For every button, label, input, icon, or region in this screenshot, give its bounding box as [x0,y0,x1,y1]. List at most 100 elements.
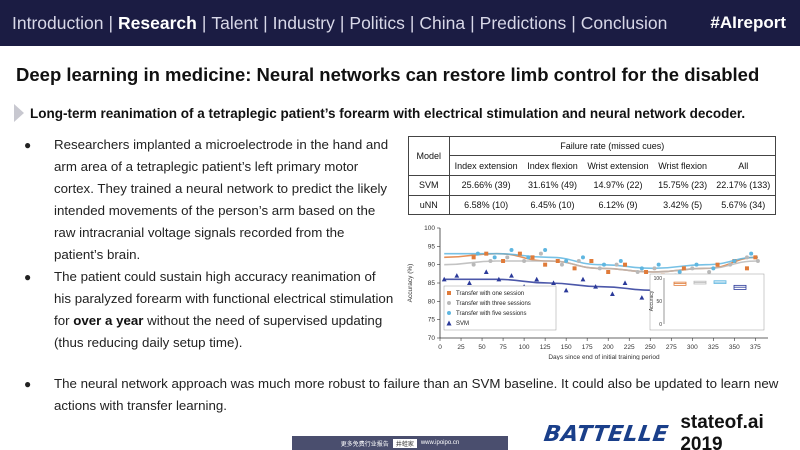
data-point [622,280,628,285]
bullet-text-post: without the need of supervised updating … [54,313,383,350]
x-tick-label: 175 [582,344,593,351]
nav-separator: | [470,12,475,33]
data-point [475,251,480,256]
data-point [580,255,585,260]
data-point [538,251,543,256]
data-point [559,262,564,267]
table-cell: 3.42% (5) [653,194,712,214]
data-point [593,284,598,289]
nav-item-china[interactable]: China [419,12,466,33]
x-tick-label: 275 [666,344,677,351]
x-tick-label: 325 [708,344,719,351]
x-tick-label: 300 [687,344,698,351]
failure-rate-table: Model Failure rate (missed cues) Index e… [408,136,776,215]
data-point [555,259,560,263]
bullet-dot-icon: ● [24,138,32,152]
data-point [707,270,712,274]
x-tick-label: 225 [624,344,635,351]
nav-item-research[interactable]: Research [118,12,197,33]
slide-subtitle: Long-term reanimation of a tetraplegic p… [30,105,746,121]
bullet-dot-icon: ● [24,270,32,284]
nav-separator: | [571,12,576,33]
table-header-model: Model [409,137,450,176]
y-tick-label: 75 [428,317,436,324]
table-cell: 6.58% (10) [449,194,523,214]
table-column-header: Wrist extension [582,155,654,176]
report-hashtag: #AIreport [710,13,786,32]
data-point [526,255,531,260]
section-nav: Introduction | Research | Talent | Industry… [12,13,667,34]
table-cell: 15.75% (23) [658,180,708,191]
data-point [467,280,472,285]
bullet-dot-icon: ● [24,377,32,391]
table-cell: 6.45% (10) [522,194,583,214]
data-point [694,262,699,267]
legend-label: SVM [456,321,469,327]
y-tick-label: 90 [428,262,436,269]
nav-separator: | [409,12,415,33]
x-tick-label: 150 [561,344,572,351]
legend-label: Transfer with one session [456,291,524,297]
nav-separator: | [339,12,345,33]
y-tick-label: 95 [428,243,436,250]
data-point [677,270,682,274]
table-cell-model: SVM [409,175,450,196]
nav-item-talent[interactable]: Talent [211,12,259,33]
data-point [563,287,569,293]
data-point [492,255,497,260]
legend-box [443,285,557,331]
table-cell: 6.12% (9) [582,194,654,214]
top-nav-bar: Introduction | Research | Talent | Industry… [0,0,800,46]
table-column-header: Wrist flexion [653,155,712,176]
data-point [484,251,489,256]
bullet-text-bold: over a year [73,313,144,328]
data-point [551,280,556,285]
table-cell: 5.67% (34) [711,194,775,214]
y-tick-label: 100 [424,225,435,232]
x-tick-label: 375 [750,344,761,351]
data-point [644,270,649,274]
list-item: ● The patient could sustain high accurac… [24,266,394,354]
data-point [576,259,581,263]
nav-separator: | [108,12,113,33]
data-point [753,255,758,260]
nav-item-conclusion[interactable]: Conclusion [580,12,668,33]
data-point [639,266,644,271]
data-point [744,255,749,260]
table-column-header: All [711,155,775,176]
legend-label: Transfer with three sessions [456,301,531,307]
nav-item-predictions[interactable]: Predictions [479,12,567,33]
data-point [728,262,733,267]
x-tick-label: 125 [540,344,551,351]
nav-item-industry[interactable]: Industry [272,12,335,33]
data-point [635,270,640,274]
table-cell: 22.17% (133) [716,180,771,191]
data-point [715,262,720,267]
watermark-right: www.ipoipo.cn [420,440,460,446]
legend-marker [446,320,452,326]
bullet-text: The patient could sustain high accuracy … [54,266,394,354]
data-point [501,259,506,263]
nav-item-introduction[interactable]: Introduction [12,12,104,33]
data-point [755,259,760,263]
data-point [623,262,628,267]
table-header-group: Failure rate (missed cues) [449,137,775,157]
accuracy-chart: 0 25 50 75 100 125 150 175 200 225 250 275 300 325 350… [396,220,782,361]
bullet-text: The neural network approach was much mor… [54,376,779,413]
y-tick-label: 80 [428,298,436,305]
data-point [543,262,548,267]
data-point [690,266,695,271]
data-point [534,276,540,282]
nav-item-politics[interactable]: Politics [349,12,405,33]
data-point [597,266,602,271]
data-point [602,262,606,267]
data-point [681,266,686,271]
x-tick-label: 0 [438,344,442,351]
site-label: stateof.ai 2019 [680,412,764,450]
data-point [749,251,754,256]
table-column-header: Index extension [449,155,523,176]
trend-line [444,252,758,270]
subtitle-row: Long-term reanimation of a tetraplegic p… [14,104,745,122]
data-point [614,262,619,267]
data-point [589,259,594,263]
